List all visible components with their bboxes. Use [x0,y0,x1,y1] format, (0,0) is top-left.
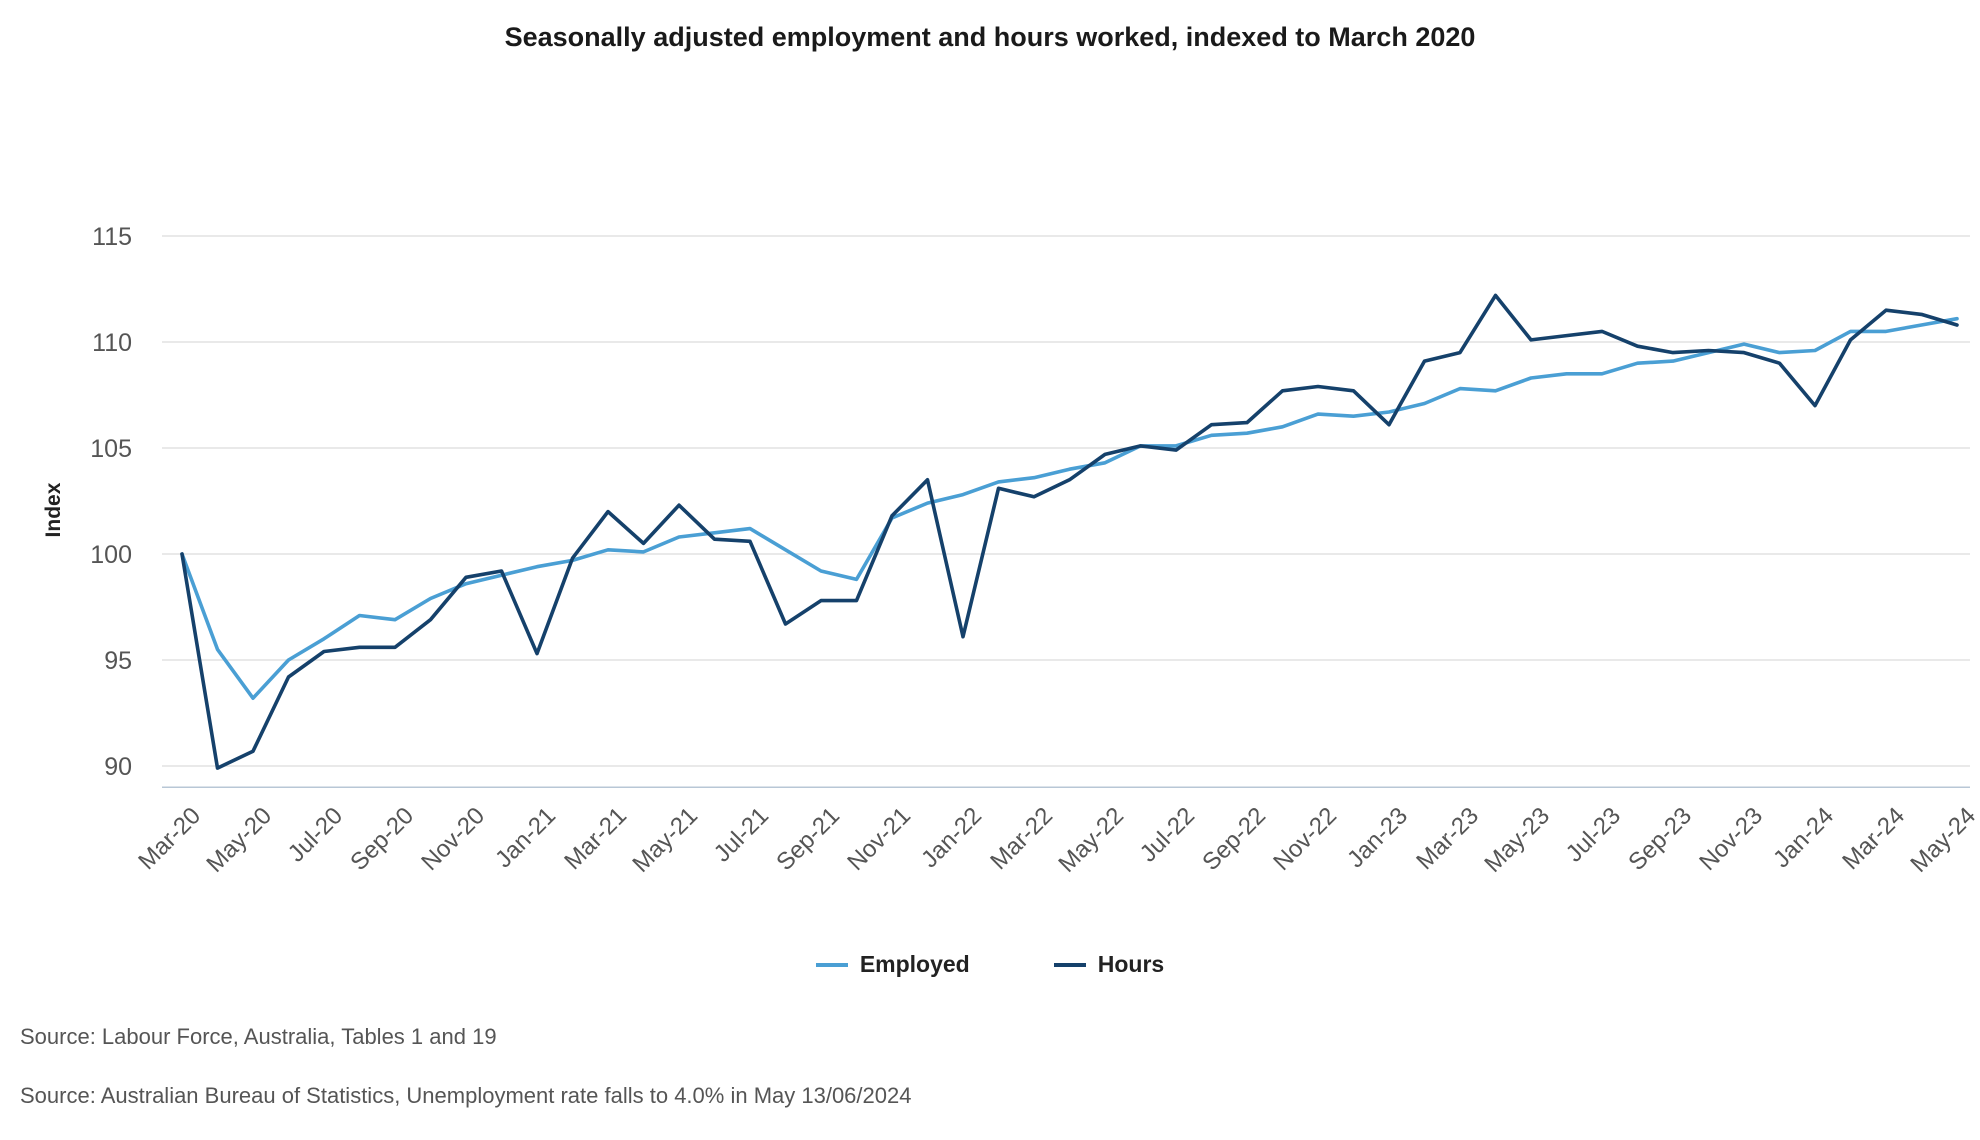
y-tick-label: 100 [90,541,132,569]
legend-swatch-hours [1053,962,1086,967]
legend-item-hours[interactable]: Hours [1053,951,1165,978]
y-tick-label: 105 [90,435,132,463]
x-tick-label: May-23 [1479,802,1555,878]
x-tick-label: Jan-23 [1342,802,1413,873]
x-tick-label: May-24 [1905,802,1980,878]
series-line-employed [180,316,1959,701]
y-axis-title: Index [42,482,65,537]
legend-item-employed[interactable]: Employed [815,951,970,978]
x-tick-label: Nov-20 [416,802,490,876]
y-tick-label: 115 [92,223,132,251]
x-tick-label: Jul-20 [283,802,348,867]
series-lines [180,293,1959,770]
legend-label-hours: Hours [1097,951,1165,977]
x-tick-label: Sep-20 [345,802,419,876]
x-tick-label: Jul-23 [1561,802,1626,867]
x-tick-label: Sep-22 [1197,802,1271,876]
legend-swatch-employed [815,962,848,967]
y-tick-label: 95 [104,647,132,675]
legend-label-employed: Employed [859,951,970,977]
series-line-hours [180,293,1959,770]
y-tick-label: 110 [92,329,132,357]
x-tick-label: Sep-23 [1623,802,1697,876]
x-tick-label: Mar-21 [559,802,632,875]
x-tick-label: Nov-21 [842,802,916,876]
x-tick-label: Sep-21 [771,802,845,876]
x-tick-label: May-22 [1053,802,1129,878]
x-tick-label: Mar-23 [1411,802,1484,875]
x-tick-label: Jul-21 [709,802,774,867]
x-tick-label: May-20 [201,802,277,878]
gridlines [162,235,1970,788]
y-axis: 90 95 100 105 110 115 [90,223,132,781]
x-tick-label: Nov-22 [1268,802,1342,876]
x-tick-label: May-21 [627,802,703,878]
x-tick-label: Nov-23 [1694,802,1768,876]
source-note-2: Source: Australian Bureau of Statistics,… [20,1083,912,1108]
source-note-1: Source: Labour Force, Australia, Tables … [20,1024,497,1049]
x-tick-label: Mar-24 [1837,802,1910,875]
chart-title: Seasonally adjusted employment and hours… [504,22,1476,52]
x-tick-label: Jan-21 [490,802,561,873]
x-tick-label: Jan-24 [1768,802,1839,873]
x-tick-label: Mar-20 [133,802,206,875]
x-tick-label: Jan-22 [916,802,987,873]
x-tick-label: Mar-22 [985,802,1058,875]
x-tick-label: Jul-22 [1135,802,1200,867]
y-tick-label: 90 [104,753,132,781]
legend: Employed Hours [0,951,1980,978]
